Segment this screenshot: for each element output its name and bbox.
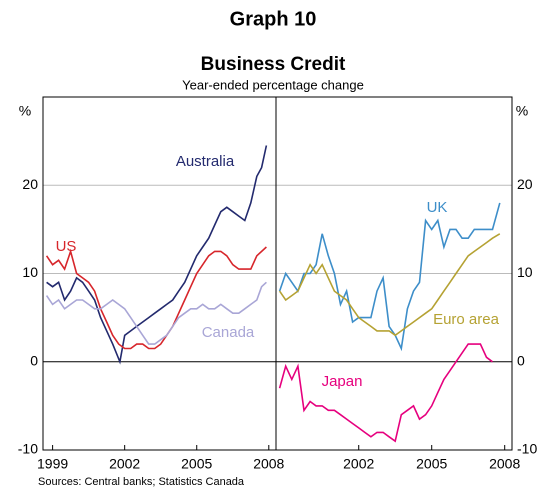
y-tick-label: -10 — [18, 441, 38, 457]
y-axis-label: % — [19, 103, 31, 119]
y-tick-label: 10 — [22, 264, 38, 280]
series-label: Australia — [176, 153, 235, 170]
series-label: Japan — [322, 373, 363, 390]
series-label: US — [56, 238, 77, 255]
series-label: Euro area — [433, 311, 500, 328]
x-tick-label: 2005 — [416, 456, 447, 472]
x-tick-label: 2005 — [181, 456, 212, 472]
y-tick-label: 20 — [22, 176, 38, 192]
y-tick-label: 10 — [517, 264, 533, 280]
plot-frame — [42, 96, 513, 451]
y-tick-label: 0 — [517, 352, 525, 368]
series-line — [45, 281, 267, 345]
y-tick-label: 0 — [30, 352, 38, 368]
x-tick-label: 1999 — [37, 456, 68, 472]
y-tick-label: -10 — [517, 441, 537, 457]
x-tick-label: 2008 — [489, 456, 520, 472]
series-label: Canada — [202, 324, 255, 341]
series-line — [45, 246, 267, 350]
series-line — [46, 145, 268, 365]
x-tick-label: 2008 — [253, 456, 284, 472]
y-axis-label: % — [516, 103, 528, 119]
y-tick-label: 20 — [517, 176, 533, 192]
series-line — [278, 202, 501, 352]
series-line — [278, 343, 493, 443]
x-tick-label: 2002 — [109, 456, 140, 472]
chart-title: Business Credit — [201, 54, 346, 75]
x-tick-label: 2002 — [343, 456, 374, 472]
series-label: UK — [427, 199, 448, 216]
sources: Sources: Central banks; Statistics Canad… — [38, 476, 245, 488]
series-line — [278, 233, 501, 337]
graph-number: Graph 10 — [230, 8, 317, 30]
chart-subtitle: Year-ended percentage change — [182, 77, 364, 92]
